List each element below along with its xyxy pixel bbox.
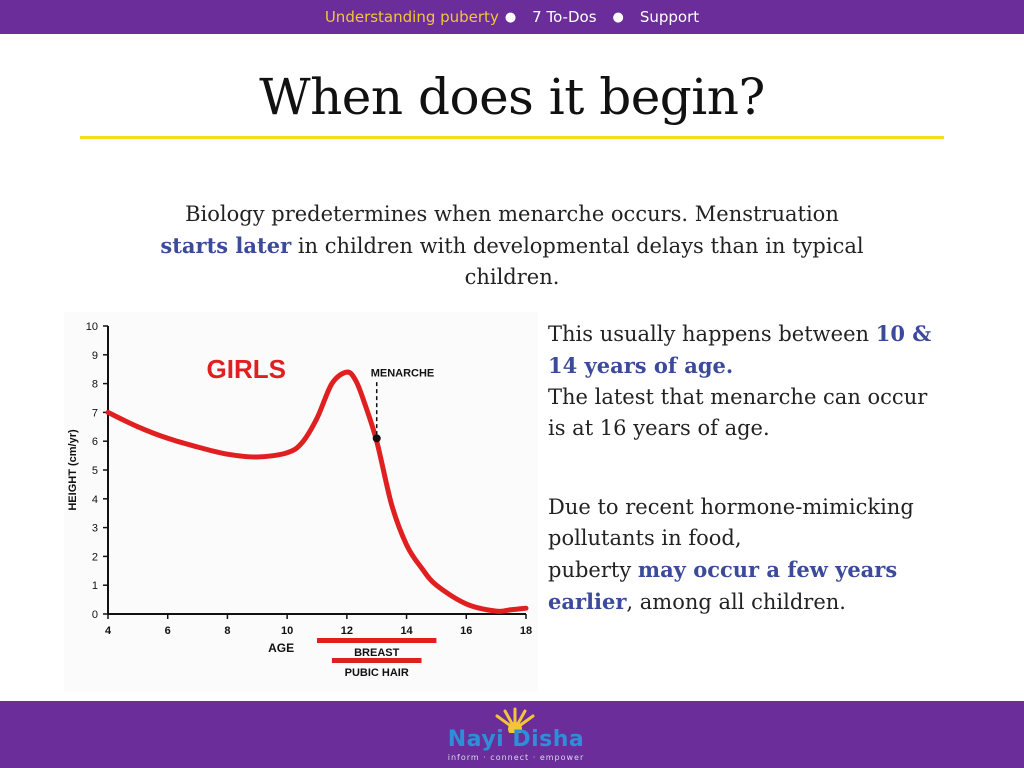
pollutants-text-2: puberty: [548, 558, 638, 582]
stage-label-breast: BREAST: [354, 647, 400, 659]
x-tick-label: 10: [281, 625, 293, 637]
age-range-text-1: This usually happens between: [548, 322, 876, 346]
stage-label-pubic-hair: PUBIC HAIR: [345, 667, 409, 679]
y-tick-label: 4: [92, 494, 98, 506]
stage-bar-pubic-hair: [331, 658, 422, 663]
pollutants-text-1: Due to recent hormone-mimicking pollutan…: [548, 495, 914, 550]
menarche-label: MENARCHE: [371, 367, 435, 379]
logo-name: Nayi Disha: [447, 727, 585, 752]
nav-understanding-puberty[interactable]: Understanding puberty: [324, 8, 499, 26]
logo-tagline: inform · connect · empower: [447, 753, 585, 762]
footer-bar: Nayi Disha inform · connect · empower: [0, 701, 1024, 768]
intro-text-1: Biology predetermines when menarche occu…: [185, 202, 839, 226]
age-range-text-2: The latest that menarche can occur is at…: [548, 385, 928, 440]
y-tick-label: 2: [92, 551, 98, 563]
y-tick-label: 6: [92, 436, 98, 448]
y-tick-label: 8: [92, 379, 98, 391]
pollutants-paragraph: Due to recent hormone-mimicking pollutan…: [548, 492, 948, 618]
x-tick-label: 8: [224, 625, 230, 637]
page-title: When does it begin?: [259, 68, 765, 126]
y-tick-label: 7: [92, 407, 98, 419]
age-range-paragraph: This usually happens between 10 & 14 yea…: [548, 318, 948, 444]
y-tick-label: 9: [92, 350, 98, 362]
nav-separator: ●: [612, 9, 624, 25]
growth-curve: [105, 369, 529, 614]
pollutants-text-3: , among all children.: [626, 590, 846, 614]
x-tick-label: 16: [460, 625, 472, 637]
x-tick-label: 4: [105, 625, 112, 637]
title-underline: [80, 136, 944, 139]
nayi-disha-logo[interactable]: Nayi Disha inform · connect · empower: [440, 705, 590, 765]
intro-text-2: in children with developmental delays th…: [291, 234, 864, 289]
x-tick-label: 6: [165, 625, 171, 637]
y-tick-label: 5: [92, 465, 98, 477]
intro-paragraph: Biology predetermines when menarche occu…: [150, 199, 874, 293]
x-tick-label: 12: [341, 625, 353, 637]
stage-bar-breast: [317, 638, 437, 643]
y-tick-label: 0: [92, 609, 98, 621]
x-axis-label: AGE: [268, 641, 294, 655]
y-axis-label: HEIGHT (cm/yr): [67, 429, 79, 511]
sun-icon: [495, 707, 535, 733]
y-tick-label: 10: [86, 321, 98, 333]
menarche-point: [372, 434, 381, 443]
x-tick-label: 18: [520, 625, 532, 637]
intro-highlight: starts later: [160, 233, 292, 258]
top-nav: Understanding puberty ● 7 To-Dos ● Suppo…: [0, 0, 1024, 34]
x-tick-label: 14: [400, 625, 413, 637]
nav-7-to-dos[interactable]: 7 To-Dos: [532, 8, 597, 26]
nav-support[interactable]: Support: [639, 8, 700, 26]
growth-chart: 0 1 2 3 4 5 6 7 8 9 10 4 6 8 10 12 14 16 18 HEIGHT (cm/yr) A…: [64, 312, 538, 692]
y-tick-label: 3: [92, 523, 98, 535]
y-tick-label: 1: [92, 580, 98, 592]
age-range-highlight: 10 & 14 years of age.: [548, 321, 932, 378]
nav-separator: ●: [504, 9, 517, 25]
chart-title: GIRLS: [207, 354, 286, 384]
pollutants-highlight: may occur a few years earlier: [548, 557, 898, 614]
